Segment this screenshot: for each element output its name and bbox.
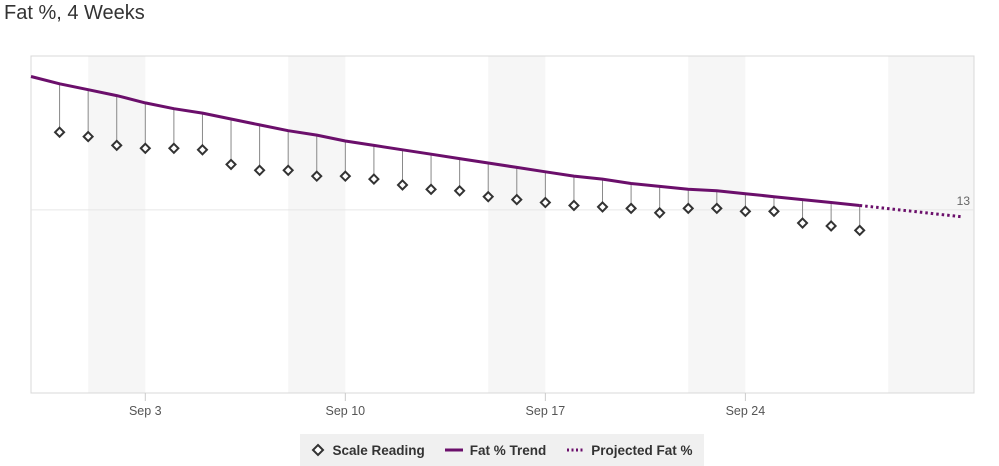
scale-reading-point [53,126,66,139]
scale-reading-point [339,170,352,183]
scale-reading-point [82,130,95,143]
solid-line-icon [444,448,463,452]
legend-label-scale-reading: Scale Reading [332,442,425,458]
scale-reading-point [453,184,466,197]
reading-stems [59,83,861,226]
grid: 13 [30,55,975,394]
legend-item-fat-trend[interactable]: Fat % Trend [444,442,547,458]
scale-reading-point [396,179,409,191]
x-tick-label: Sep 24 [726,404,766,418]
legend-label-fat-trend: Fat % Trend [469,442,547,458]
scale-reading-point [710,202,723,215]
scale-reading-point [310,170,323,183]
scale-reading-point [853,224,866,237]
scale-reading-point [367,173,380,185]
plot-border [30,55,975,394]
scale-reading-point [482,190,495,203]
legend-item-projected-fat[interactable]: Projected Fat % [566,442,693,458]
scale-reading-point [425,183,437,196]
weekend-band [488,56,546,393]
weekend-band [688,56,746,393]
scale-reading-point [653,206,666,219]
scale-reading-point [196,143,209,156]
projected-fat-line [859,203,962,219]
trend-series [30,75,962,219]
x-tick-label: Sep 10 [326,404,366,418]
scale-reading-point [167,142,180,155]
legend: Scale Reading Fat % Trend Projected Fat … [300,434,704,466]
scale-reading-point [510,193,523,206]
axes: Sep 3 Sep 10 Sep 17 Sep 24 [129,393,765,418]
scale-reading-point [825,220,838,232]
legend-item-scale-reading[interactable]: Scale Reading [311,442,425,458]
fat-trend-line [30,75,860,207]
x-tick-label: Sep 3 [129,404,162,418]
scale-reading-point [253,164,266,177]
weekend-band [888,56,974,393]
weekend-band [288,56,346,393]
scale-reading-point [568,199,580,212]
scale-reading-point [625,202,638,215]
scale-reading-point [110,139,123,152]
scale-reading-point [139,142,152,155]
weekend-bands [88,56,974,393]
reference-label: 13 [957,194,971,208]
scale-reading-point [225,158,237,171]
diamond-marker-icon [312,443,325,457]
scale-reading-point [539,196,552,209]
scale-reading-point [768,205,780,218]
chart-title: Fat %, 4 Weeks [4,2,145,24]
dotted-line-icon [567,448,585,452]
x-tick-label: Sep 17 [526,404,566,418]
scale-reading-series [53,126,866,237]
scale-reading-point [739,205,752,218]
scale-reading-point [596,201,609,213]
scale-reading-point [282,164,295,177]
scale-reading-point [796,217,809,229]
legend-label-projected-fat: Projected Fat % [591,442,693,458]
scale-reading-point [682,202,695,215]
